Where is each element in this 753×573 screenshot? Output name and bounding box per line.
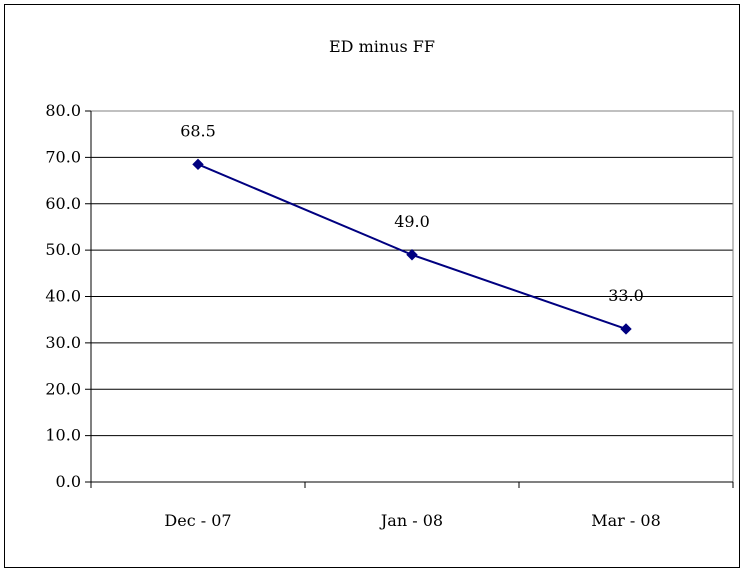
data-point-marker: [406, 249, 418, 261]
y-tick-label: 80.0: [45, 101, 81, 120]
series-line: [197, 163, 627, 330]
x-tick-label: Mar - 08: [591, 511, 661, 530]
axes: [85, 110, 734, 488]
data-point-marker: [620, 323, 632, 335]
data-point-marker: [192, 158, 204, 171]
chart-frame: ED minus FF 0.0 10.0 20.0 30.0 40.0 50.0 60.0 7…: [4, 4, 740, 568]
y-tick-label: 10.0: [45, 426, 81, 445]
y-tick-label: 60.0: [45, 194, 81, 213]
x-tick-label: Dec - 07: [164, 511, 231, 530]
y-tick-label: 0.0: [56, 472, 81, 491]
data-label: 33.0: [608, 286, 644, 305]
data-label: 49.0: [394, 212, 430, 231]
y-tick-label: 30.0: [45, 333, 81, 352]
series-group: [192, 158, 632, 335]
line-chart: ED minus FF 0.0 10.0 20.0 30.0 40.0 50.0 60.0 7…: [45, 37, 734, 530]
x-tick-label: Jan - 08: [379, 511, 443, 530]
y-tick-label: 20.0: [45, 379, 81, 398]
data-label: 68.5: [180, 121, 216, 140]
y-tick-label: 50.0: [45, 240, 81, 259]
y-tick-label: 70.0: [45, 147, 81, 166]
data-labels: 68.5 49.0 33.0: [180, 121, 644, 305]
chart-title: ED minus FF: [329, 37, 435, 56]
x-axis-ticks: Dec - 07 Jan - 08 Mar - 08: [164, 511, 660, 530]
y-axis-ticks: 0.0 10.0 20.0 30.0 40.0 50.0 60.0 70.0 80.0: [45, 101, 81, 491]
y-tick-label: 40.0: [45, 287, 81, 306]
gridlines: [91, 110, 733, 437]
